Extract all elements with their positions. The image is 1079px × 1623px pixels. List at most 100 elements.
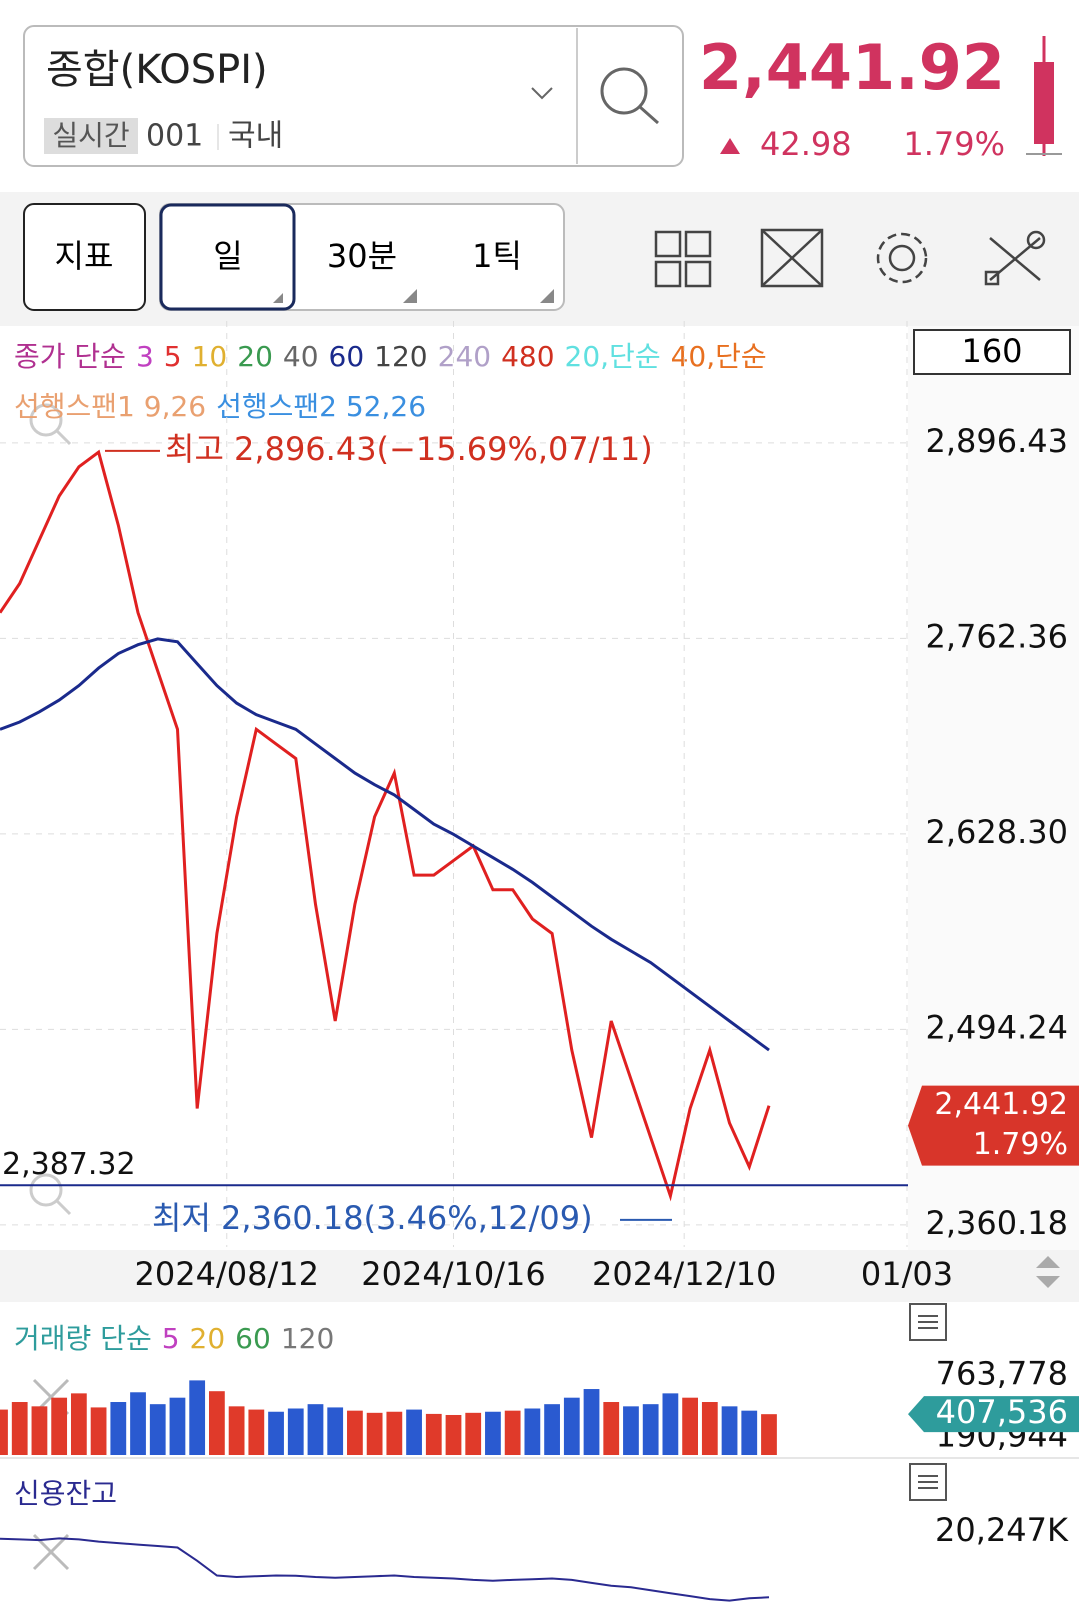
x-tick-label: 2024/12/10 (592, 1255, 776, 1293)
layout-button[interactable] (654, 230, 712, 288)
volume-bar (524, 1408, 541, 1455)
volume-bar (544, 1404, 560, 1455)
legend-entry: 3 (136, 340, 154, 373)
volume-bar (761, 1414, 777, 1455)
legend-entry: 120 (281, 1322, 334, 1355)
volume-bar (485, 1411, 501, 1455)
value-tag-label: 2,441.92 (934, 1087, 1068, 1122)
value-tag-sub: 1.79% (973, 1127, 1068, 1162)
price-line (0, 637, 770, 1052)
y-tick-label: 2,762.36 (926, 617, 1069, 655)
volume-bar (465, 1412, 482, 1455)
volume-bar (169, 1397, 186, 1455)
search-box[interactable] (23, 25, 684, 167)
period-day[interactable] (159, 203, 296, 311)
volume-bar (347, 1410, 363, 1455)
volume-bar (623, 1406, 639, 1455)
legend-entry: 20 (237, 340, 273, 373)
y-tick-label: 2,628.30 (926, 813, 1069, 851)
volume-bar (268, 1411, 284, 1455)
legend-entry: 60 (329, 340, 365, 373)
volume-bar (682, 1397, 698, 1455)
volume-bar (0, 1409, 8, 1455)
legend-entry: 20,단순 (565, 340, 661, 373)
value-tag (908, 1396, 1079, 1433)
volume-bar (642, 1404, 659, 1455)
legend-entry: 480 (501, 340, 554, 373)
corner-marks (273, 289, 554, 303)
legend-entry: 거래량 단순 (14, 1322, 152, 1355)
expand-button[interactable] (760, 228, 824, 288)
volume-bar (445, 1414, 462, 1455)
zoom-icons[interactable] (29, 403, 72, 1216)
dropdown-icon[interactable] (531, 87, 553, 100)
volume-bar (149, 1404, 166, 1455)
legend-entry: 40,단순 (671, 340, 767, 373)
volume-bar (406, 1409, 422, 1455)
volume-bar (11, 1402, 28, 1455)
y-tick-label: 2,494.24 (926, 1008, 1069, 1046)
panel-title: 신용잔고 (14, 1477, 117, 1510)
legend-entry: 5 (164, 340, 182, 373)
volume-bar (425, 1413, 442, 1455)
button-label[interactable]: 1틱 (472, 237, 522, 275)
credit-line (0, 1537, 770, 1602)
value-tag (908, 1085, 1079, 1166)
volume-bar (228, 1406, 245, 1455)
period-box[interactable] (913, 329, 1071, 375)
volume-bar (583, 1389, 600, 1455)
value-tag-label: 407,536 (936, 1393, 1068, 1431)
volume-bar (248, 1409, 265, 1455)
volume-bar (307, 1404, 324, 1455)
volume-bar (741, 1410, 758, 1455)
x-tick-label: 01/03 (861, 1255, 953, 1293)
legend-entry: 40 (283, 340, 319, 373)
y-tick-label: 763,778 (936, 1355, 1068, 1393)
indicator-button[interactable] (23, 203, 146, 311)
menu-icons[interactable] (909, 1303, 947, 1501)
badge-bg (44, 118, 138, 154)
volume-bar (327, 1407, 344, 1455)
volume-bar (287, 1408, 304, 1455)
price-line (0, 449, 771, 1202)
volume-bar (603, 1402, 620, 1455)
x-axis-bg (0, 1250, 1079, 1302)
code: 001 (146, 119, 203, 154)
badge: 실시간 (52, 119, 129, 152)
tools-button[interactable] (984, 230, 1046, 286)
legend-entry: 종가 단순 (14, 340, 126, 373)
volume-bar (31, 1406, 48, 1455)
market: 국내 (228, 119, 283, 154)
volume-bar (209, 1391, 225, 1455)
high-note: 최고 2,896.43(−15.69%,07/11) (165, 430, 653, 468)
volume-bar (51, 1397, 68, 1455)
x-tick-label: 2024/10/16 (361, 1255, 545, 1293)
change-pct: 1.79% (903, 125, 1005, 163)
button-label[interactable]: 30분 (327, 237, 397, 275)
legend-entry: 60 (235, 1322, 271, 1355)
scroll-arrows[interactable] (1036, 1256, 1060, 1288)
legend-entry: 5 (162, 1322, 180, 1355)
legend-entry: 선행스팬1 9,26 (14, 390, 206, 423)
volume-bar (386, 1411, 403, 1455)
price: 2,441.92 (699, 31, 1005, 104)
settings-button[interactable] (876, 232, 928, 284)
y-tick-label: 2,360.18 (926, 1204, 1069, 1242)
search-button[interactable] (600, 67, 659, 125)
volume-bar (504, 1410, 521, 1455)
y-tick-label: 20,247K (935, 1511, 1069, 1549)
up-arrow (720, 138, 740, 154)
volume-bar (130, 1392, 146, 1455)
legend-entry: 240 (438, 340, 491, 373)
legend-entry: 20 (190, 1322, 226, 1355)
legend-entry: 선행스팬2 52,26 (216, 390, 426, 423)
volume-bar (563, 1397, 580, 1455)
period-box-label: 160 (961, 332, 1022, 370)
volume-bar (366, 1412, 383, 1455)
button-label: 지표 (55, 237, 114, 275)
legend-entry: 120 (374, 340, 427, 373)
volume-bar (110, 1402, 127, 1455)
change: 42.98 (760, 125, 852, 163)
